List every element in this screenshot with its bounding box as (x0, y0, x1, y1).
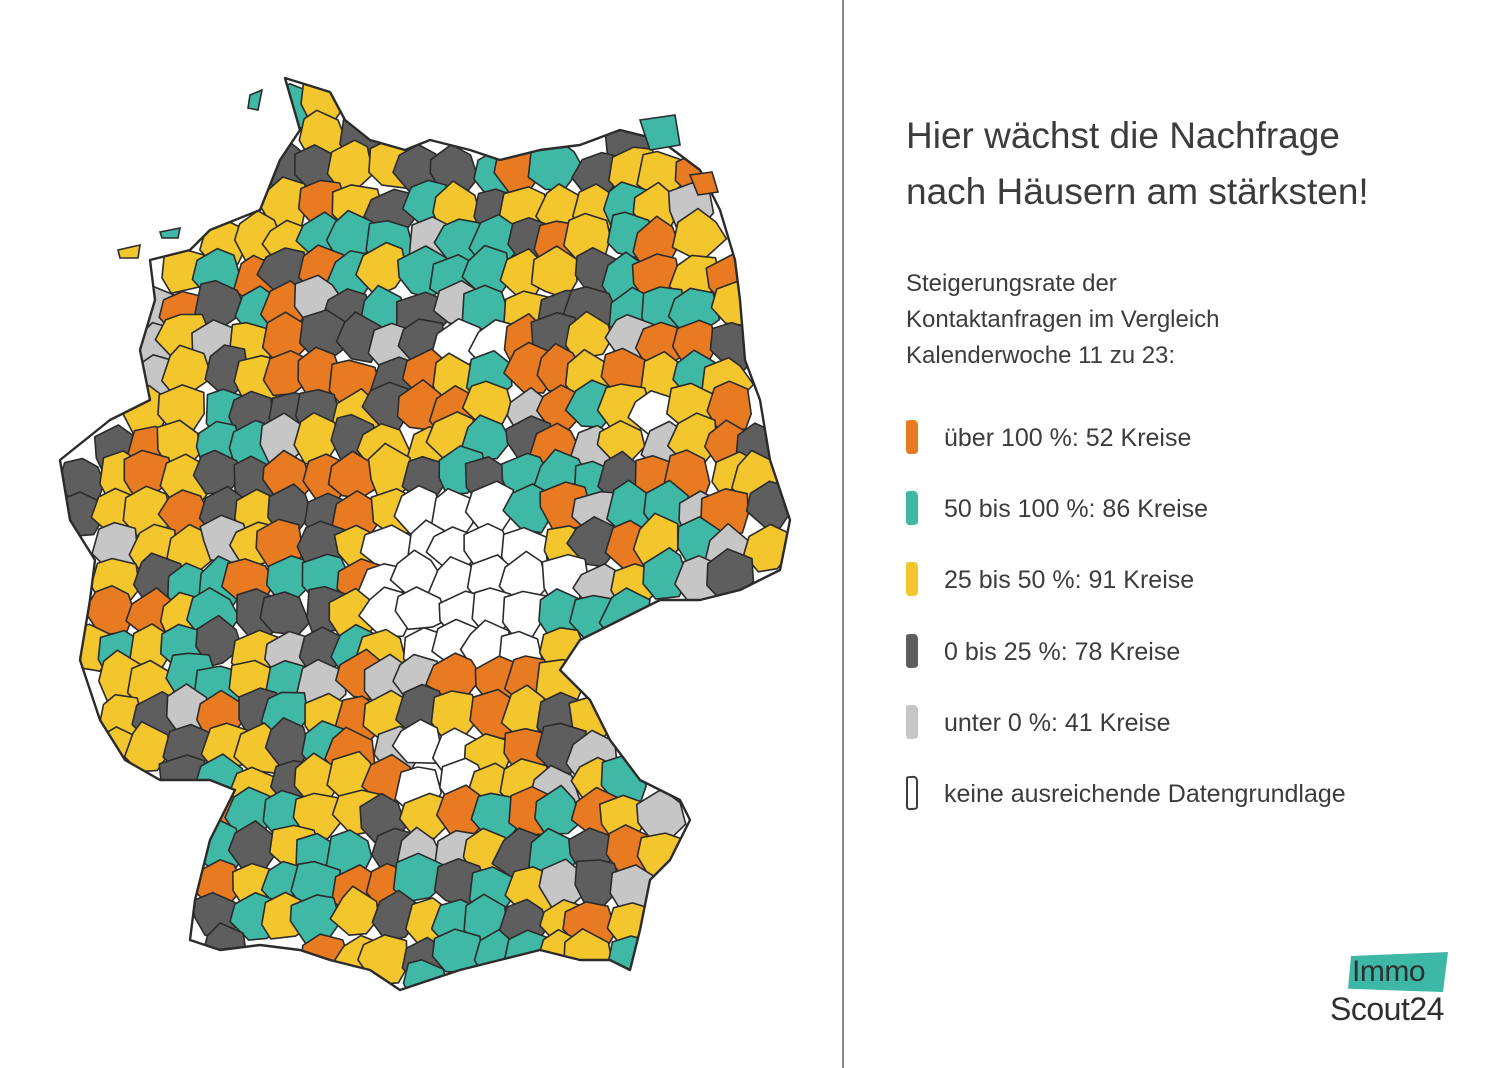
district-region (123, 720, 170, 773)
district-region (564, 310, 613, 361)
legend-label: über 100 %: 52 Kreise (944, 424, 1192, 452)
info-panel: Hier wächst die Nachfrage nach Häusern a… (906, 0, 1466, 1068)
legend-label: 0 bis 25 %: 78 Kreise (944, 638, 1181, 666)
district-region (534, 784, 583, 835)
district-layer (60, 78, 790, 990)
legend-label: 50 bis 100 %: 86 Kreise (944, 495, 1209, 523)
subtitle-line-1: Steigerungsrate der (906, 270, 1117, 297)
vertical-divider (842, 0, 844, 1068)
logo-badge (1348, 952, 1448, 992)
title-line-2: nach Häusern am stärksten! (906, 171, 1369, 212)
germany-border (58, 76, 792, 992)
title-line-1: Hier wächst die Nachfrage (906, 115, 1340, 156)
district-region (459, 414, 512, 462)
subtitle-line-2: Kontaktanfragen im Vergleich (906, 306, 1220, 333)
legend-swatch-yellow (906, 561, 918, 597)
district-region (392, 852, 445, 903)
legend-item-25-to-50: 25 bis 50 %: 91 Kreise (906, 561, 1466, 602)
legend-swatch-orange (906, 419, 918, 455)
legend-subtitle: Steigerungsrate der Kontaktanfragen im V… (906, 266, 1466, 374)
page-title: Hier wächst die Nachfrage nach Häusern a… (906, 108, 1466, 220)
district-region (195, 614, 243, 668)
legend-swatch-outline (906, 775, 918, 811)
district-region (635, 788, 687, 842)
island-region (117, 243, 141, 259)
logo-text-top: Immo (1352, 955, 1426, 988)
legend-item-no-data: keine ausreichende Datengrundlage (906, 775, 1466, 816)
legend-item-over-100: über 100 %: 52 Kreise (906, 419, 1466, 460)
island-region (638, 114, 681, 151)
legend-label: unter 0 %: 41 Kreise (944, 709, 1171, 737)
legend-label: keine ausreichende Datengrundlage (944, 780, 1346, 808)
district-region (391, 718, 443, 765)
district-region (355, 241, 408, 298)
subtitle-line-3: Kalenderwoche 11 zu 23: (906, 342, 1176, 369)
legend-swatch-lightgray (906, 704, 918, 740)
immoscout24-logo: Immo Scout24 (1330, 952, 1470, 1032)
district-region (394, 586, 449, 631)
legend-item-50-to-100: 50 bis 100 %: 86 Kreise (906, 490, 1466, 531)
germany-district-map (58, 76, 792, 992)
legend-item-under-0: unter 0 %: 41 Kreise (906, 704, 1466, 745)
legend-swatch-teal (906, 490, 918, 526)
island-region (158, 226, 182, 239)
legend-item-0-to-25: 0 bis 25 %: 78 Kreise (906, 633, 1466, 674)
island-region (247, 88, 264, 111)
island-region (688, 171, 720, 196)
logo-text-bottom: Scout24 (1330, 991, 1444, 1027)
legend-label: 25 bis 50 %: 91 Kreise (944, 566, 1195, 594)
legend-swatch-darkgray (906, 633, 918, 669)
germany-map-panel (58, 76, 792, 992)
district-region (329, 885, 380, 937)
